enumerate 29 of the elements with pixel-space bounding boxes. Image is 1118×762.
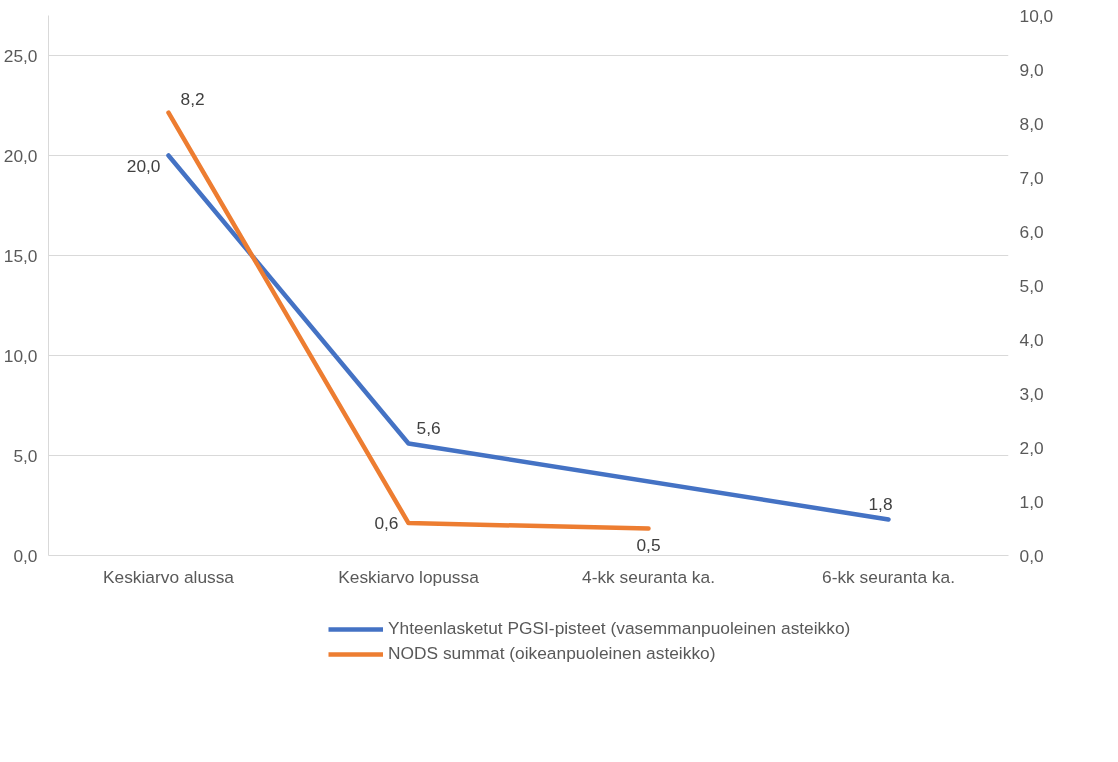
x-tick-label: 6-kk seuranta ka.	[822, 566, 955, 587]
data-label: 8,2	[180, 88, 205, 109]
y2-tick-label: 2,0	[1019, 437, 1044, 458]
data-label: 5,6	[416, 417, 441, 438]
data-label: 20,0	[126, 155, 161, 176]
y2-tick-label: 7,0	[1019, 167, 1044, 188]
y2-tick-label: 6,0	[1019, 221, 1044, 242]
y2-tick-label: 0,0	[1019, 545, 1044, 566]
data-label: 0,6	[374, 513, 399, 534]
y-tick-label: 10,0	[3, 345, 38, 366]
x-tick-label: Keskiarvo lopussa	[338, 566, 480, 587]
x-tick-label: Keskiarvo alussa	[103, 566, 235, 587]
y2-tick-label: 3,0	[1019, 383, 1044, 404]
y2-tick-label: 10,0	[1019, 5, 1054, 26]
data-label: 1,8	[868, 493, 893, 514]
y2-tick-label: 1,0	[1019, 491, 1044, 512]
y2-tick-label: 9,0	[1019, 59, 1044, 80]
y2-tick-label: 8,0	[1019, 113, 1044, 134]
y-tick-label: 20,0	[3, 145, 38, 166]
legend-label: Yhteenlasketut PGSI-pisteet (vasemmanpuoleinen asteikko)	[388, 618, 851, 639]
y-tick-label: 0,0	[13, 545, 38, 566]
y2-tick-label: 5,0	[1019, 275, 1044, 296]
y-tick-label: 5,0	[13, 445, 38, 466]
y-tick-label: 25,0	[3, 45, 38, 66]
y-tick-label: 15,0	[3, 245, 38, 266]
legend-label: NODS summat (oikeanpuoleinen asteikko)	[388, 643, 716, 664]
data-label: 0,5	[636, 534, 661, 555]
y2-tick-label: 4,0	[1019, 329, 1044, 350]
x-tick-label: 4-kk seuranta ka.	[582, 566, 715, 587]
